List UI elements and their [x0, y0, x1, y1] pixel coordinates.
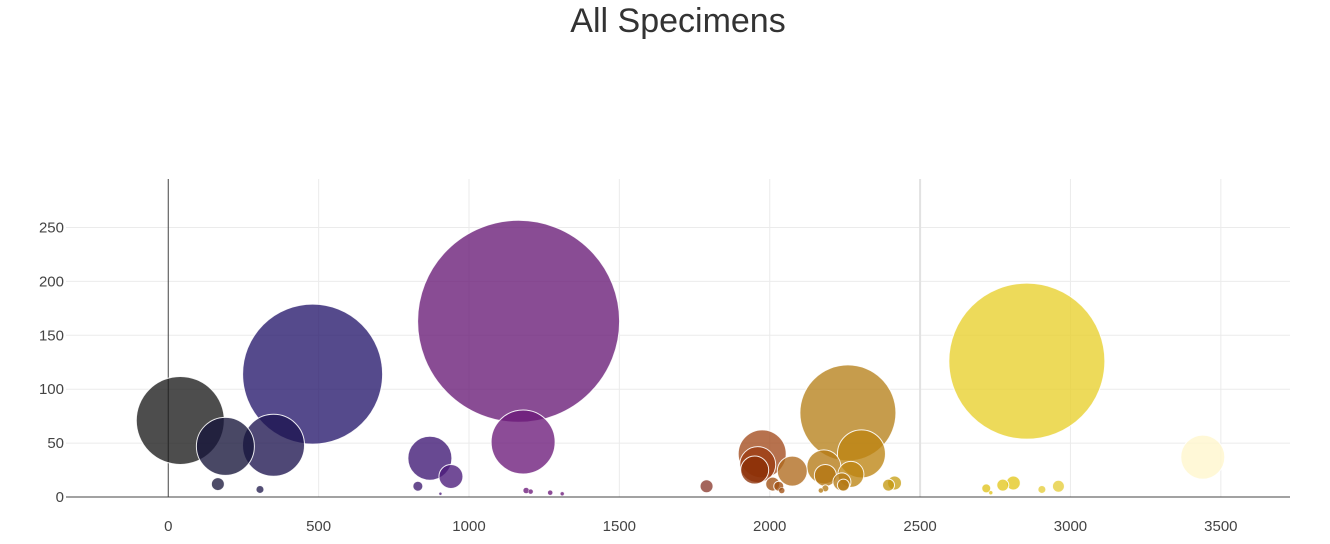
bubble-point: [210, 477, 225, 492]
bubble-point: [1051, 479, 1065, 493]
bubble-point: [882, 478, 896, 492]
bubble-point: [195, 416, 255, 476]
bubble-point: [412, 480, 424, 492]
y-tick-label: 200: [39, 273, 64, 290]
y-tick-label: 100: [39, 381, 64, 398]
y-tick-label: 0: [56, 489, 64, 506]
bubble-point: [559, 491, 565, 497]
bubble-point: [981, 483, 992, 494]
bubble-point: [818, 487, 824, 494]
bubble-point: [527, 488, 534, 495]
x-tick-label: 500: [306, 518, 331, 535]
y-tick-label: 50: [47, 435, 64, 452]
bubble-point: [255, 484, 265, 494]
bubble-point: [242, 303, 384, 445]
bubble-layer: [135, 219, 1226, 497]
x-tick-label: 0: [164, 518, 172, 535]
x-tick-label: 2500: [903, 518, 936, 535]
x-tick-label: 1500: [603, 518, 636, 535]
y-tick-label: 150: [39, 327, 64, 344]
bubble-point: [1180, 434, 1226, 480]
bubble-point: [776, 455, 808, 487]
x-tick-label: 2000: [753, 518, 786, 535]
y-tick-label: 250: [39, 220, 64, 237]
bubble-point: [699, 479, 714, 494]
bubble-point: [988, 490, 994, 495]
bubble-point: [778, 487, 786, 494]
bubble-point: [836, 478, 850, 492]
x-tick-label: 3500: [1204, 518, 1237, 535]
bubble-point: [1037, 484, 1047, 494]
bubble-point: [417, 219, 621, 423]
bubble-point: [948, 282, 1106, 440]
x-tick-label: 3000: [1054, 518, 1087, 535]
bubble-point: [547, 489, 553, 496]
bubble-point: [740, 455, 770, 485]
bubble-point: [438, 464, 464, 490]
bubble-point: [438, 492, 443, 496]
bubble-point: [490, 409, 556, 475]
x-tick-label: 1000: [452, 518, 485, 535]
bubble-point: [996, 478, 1010, 492]
chart-title: All Specimens: [570, 2, 786, 40]
